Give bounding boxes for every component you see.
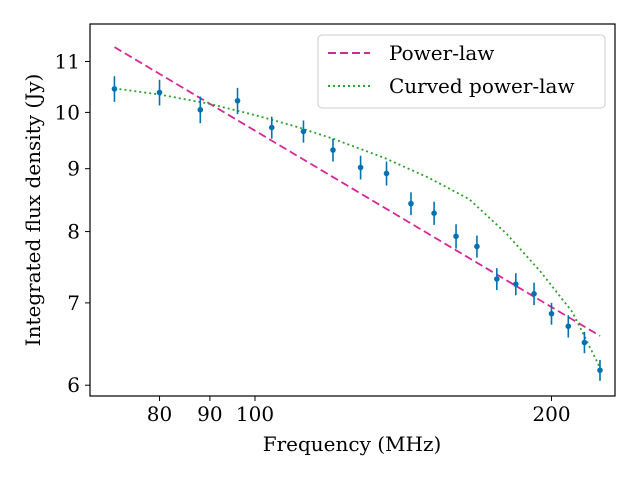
curved-power-law-line xyxy=(114,87,601,369)
data-point xyxy=(330,147,336,153)
data-point xyxy=(357,164,364,171)
data-point xyxy=(453,233,459,240)
x-axis-title: Frequency (MHz) xyxy=(263,432,442,456)
x-tick-label-100: 100 xyxy=(236,402,274,426)
data-point xyxy=(474,243,480,250)
x-tick-label-80: 80 xyxy=(147,402,172,426)
y-tick-label-6: 6 xyxy=(67,373,80,397)
y-tick-label-8: 8 xyxy=(67,220,80,244)
y-tick-label-10: 10 xyxy=(55,100,80,124)
data-point xyxy=(197,106,204,113)
data-point xyxy=(531,291,537,297)
data-point xyxy=(156,89,163,96)
plot-area xyxy=(111,46,603,381)
y-tick-label-11: 11 xyxy=(55,49,80,73)
data-point xyxy=(268,124,275,131)
data-point xyxy=(383,170,390,177)
data-point xyxy=(111,86,118,92)
axes-frame xyxy=(89,23,616,397)
data-point xyxy=(234,97,241,104)
legend-label-curved-power-law: Curved power-law xyxy=(389,74,575,98)
data-point xyxy=(548,310,555,317)
legend-box xyxy=(317,34,606,109)
data-point xyxy=(494,276,500,282)
x-tick-label-200: 200 xyxy=(532,402,570,426)
legend-label-power-law: Power-law xyxy=(389,41,494,65)
legend: Power-law Curved power-law xyxy=(317,34,606,109)
data-point xyxy=(597,367,603,374)
y-axis: 6 7 8 9 10 11 xyxy=(55,49,90,397)
y-tick-label-7: 7 xyxy=(67,291,80,315)
x-axis: 80 90 100 200 xyxy=(147,396,571,426)
data-point xyxy=(300,128,307,135)
x-tick-label-90: 90 xyxy=(197,402,222,426)
data-point xyxy=(581,339,588,346)
data-point xyxy=(408,200,414,207)
y-axis-title: Integrated flux density (Jy) xyxy=(21,74,45,347)
data-point xyxy=(565,323,572,330)
power-law-line xyxy=(114,46,601,337)
y-tick-label-9: 9 xyxy=(67,157,80,181)
data-point xyxy=(513,281,519,287)
data-point xyxy=(431,210,437,216)
